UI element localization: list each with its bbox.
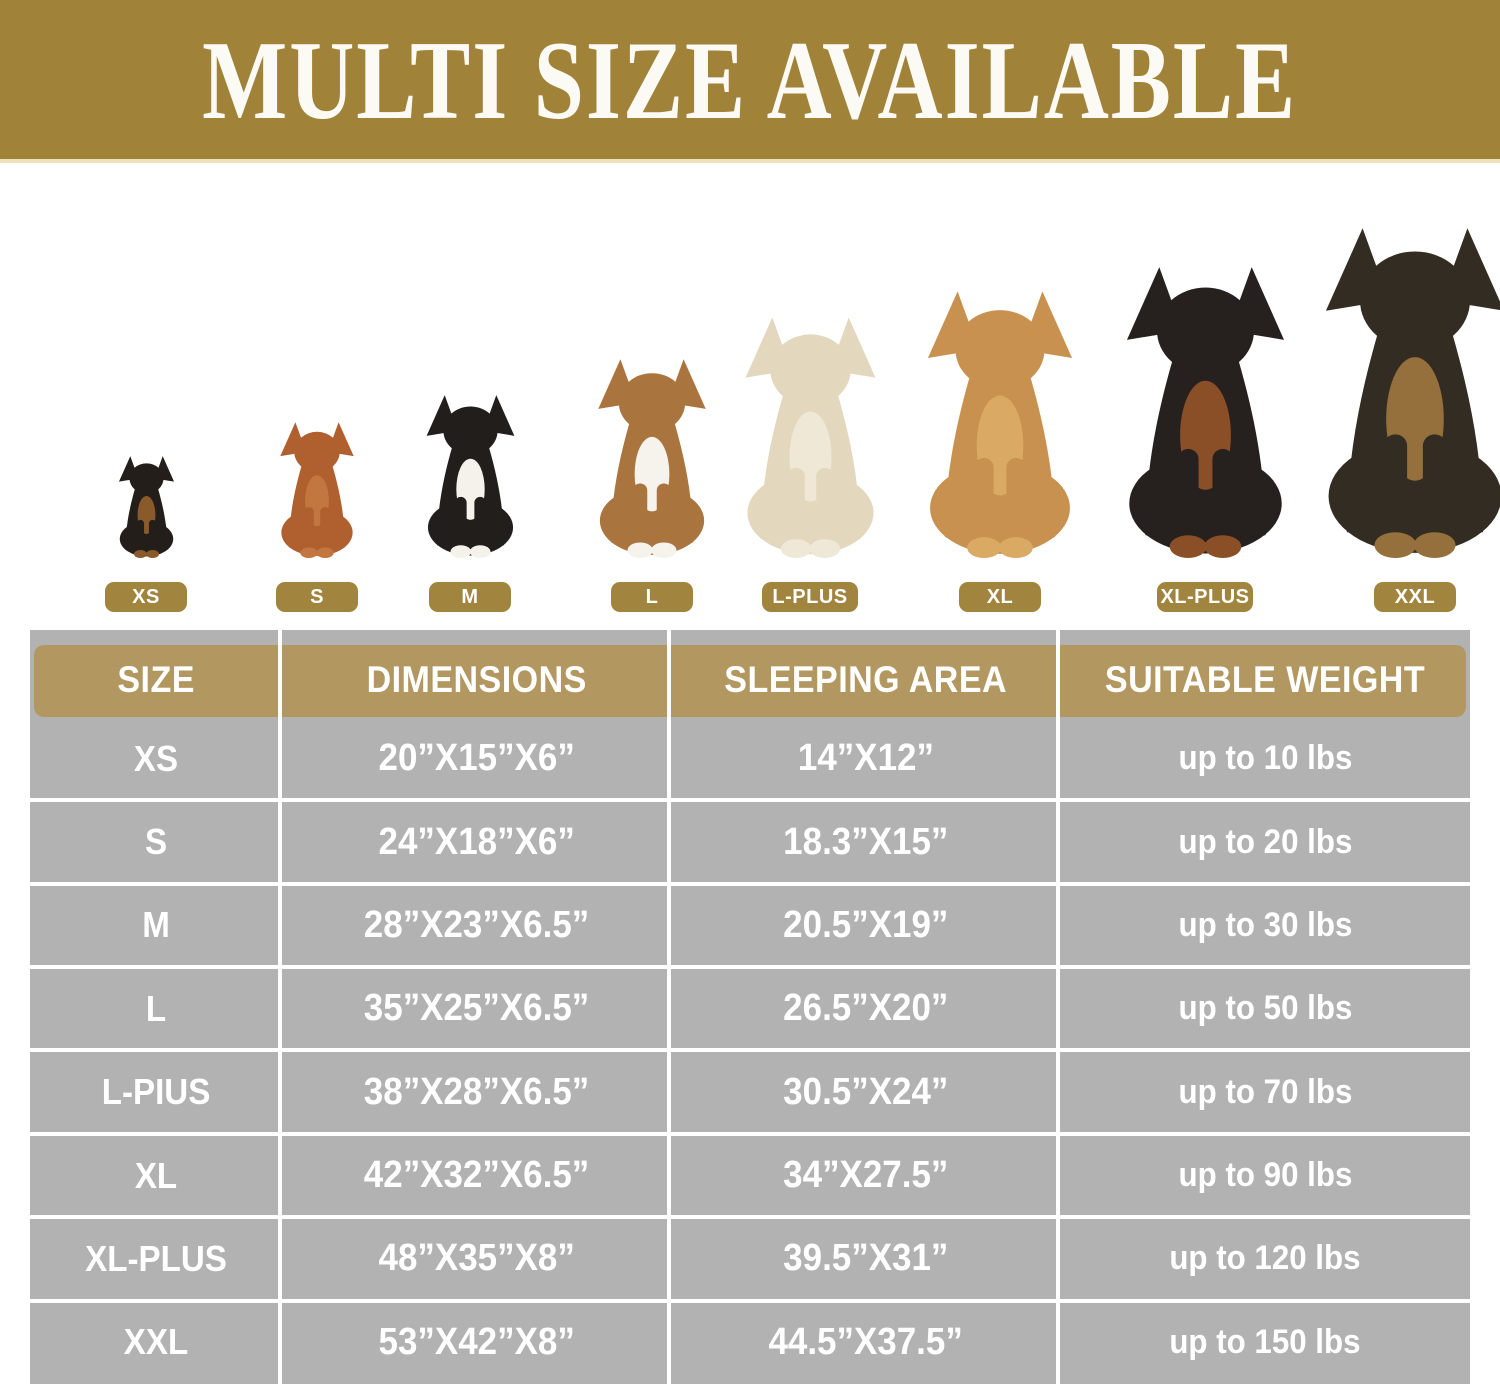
table-cell-suitable-weight: up to 20 lbs: [1178, 822, 1352, 861]
table-cell-dimensions: 48”X35”X8”: [378, 1237, 575, 1280]
table-cell-sleeping-area: 14”X12”: [797, 737, 934, 780]
row-divider: [30, 882, 1470, 886]
table-cell-sleeping-area: 39.5”X31”: [782, 1237, 949, 1280]
dog-silhouette-s-poodle: [263, 418, 371, 558]
size-badge-xlplus: XL-PLUS: [1157, 582, 1253, 612]
table-cell-suitable-weight: up to 70 lbs: [1178, 1072, 1352, 1111]
table-cell-suitable-weight: up to 10 lbs: [1178, 739, 1352, 778]
table-header-bar: [34, 645, 1466, 717]
dog-icon: [927, 291, 1073, 558]
dog-icon: [745, 317, 876, 558]
row-divider: [30, 1299, 1470, 1303]
dog-silhouette-m-french-bulldog: [406, 390, 535, 558]
row-divider: [30, 1215, 1470, 1219]
dog-silhouette-xxl-german-shepherd: [1284, 218, 1500, 558]
dog-icon: [1126, 267, 1285, 558]
row-divider: [30, 1132, 1470, 1136]
table-cell-sleeping-area: 34”X27.5”: [782, 1154, 949, 1197]
column-header-sleeping-area: SLEEPING AREA: [724, 659, 1007, 700]
row-divider: [30, 1048, 1470, 1052]
table-cell-sleeping-area: 20.5”X19”: [782, 903, 949, 946]
column-divider: [667, 630, 671, 1384]
dog-icon: [426, 395, 515, 558]
table-cell-size: M: [142, 904, 170, 946]
table-cell-size: XXL: [123, 1321, 189, 1363]
table-cell-sleeping-area: 30.5”X24”: [782, 1070, 949, 1113]
table-cell-dimensions: 53”X42”X8”: [378, 1320, 575, 1363]
dog-icon: [280, 422, 354, 558]
table-cell-size: XL-PLUS: [85, 1237, 227, 1279]
dog-icon: [598, 359, 706, 558]
size-badge-m: M: [429, 582, 511, 612]
table-cell-dimensions: 38”X28”X6.5”: [363, 1070, 590, 1113]
dog-silhouette-xlplus-doberman: [1090, 258, 1321, 558]
column-header-dimensions: DIMENSIONS: [366, 659, 587, 700]
header-banner: MULTI SIZE AVAILABLE: [0, 0, 1500, 163]
table-cell-suitable-weight: up to 30 lbs: [1178, 905, 1352, 944]
table-grid: SIZE DIMENSIONS SLEEPING AREA SUITABLE W…: [30, 630, 1470, 1384]
dog-silhouette-xl-golden-retriever: [894, 283, 1106, 558]
table-cell-size: XS: [133, 737, 179, 779]
row-divider: [30, 965, 1470, 969]
row-divider: [30, 798, 1470, 802]
table-cell-dimensions: 35”X25”X6.5”: [363, 987, 590, 1030]
column-divider: [1056, 630, 1060, 1384]
table-cell-dimensions: 28”X23”X6.5”: [363, 903, 590, 946]
table-cell-dimensions: 42”X32”X6.5”: [363, 1154, 590, 1197]
table-cell-suitable-weight: up to 150 lbs: [1169, 1322, 1361, 1361]
table-cell-suitable-weight: up to 50 lbs: [1178, 989, 1352, 1028]
table-cell-dimensions: 24”X18”X6”: [378, 820, 575, 863]
size-table: SIZE DIMENSIONS SLEEPING AREA SUITABLE W…: [30, 630, 1470, 1390]
column-header-size: SIZE: [117, 659, 195, 700]
table-cell-sleeping-area: 44.5”X37.5”: [768, 1320, 963, 1363]
page-title: MULTI SIZE AVAILABLE: [202, 17, 1298, 142]
size-badge-xl: XL: [959, 582, 1041, 612]
table-cell-sleeping-area: 18.3”X15”: [782, 820, 949, 863]
table-cell-size: L: [145, 987, 167, 1029]
table-cell-size: S: [144, 821, 168, 863]
table-cell-suitable-weight: up to 90 lbs: [1178, 1156, 1352, 1195]
table-cell-size: L-PIUS: [101, 1071, 211, 1113]
column-header-suitable-weight: SUITABLE WEIGHT: [1104, 659, 1426, 700]
dog-silhouette-lplus-cream-retriever: [715, 310, 906, 558]
size-badge-xs: XS: [105, 582, 187, 612]
dog-silhouette-xs-dachshund: [106, 453, 187, 558]
table-cell-sleeping-area: 26.5”X20”: [782, 987, 949, 1030]
table-cell-size: XL: [134, 1154, 178, 1196]
dog-size-comparison: XS S M L L-PLUS XL XL-PLUS XXL: [0, 163, 1500, 630]
column-divider: [278, 630, 282, 1384]
size-badge-xxl: XXL: [1374, 582, 1456, 612]
table-cell-suitable-weight: up to 120 lbs: [1169, 1239, 1361, 1278]
dog-silhouette-l-beagle: [573, 353, 731, 558]
dog-icon: [1325, 228, 1500, 558]
dog-icon: [118, 456, 175, 558]
size-badge-s: S: [276, 582, 358, 612]
table-cell-dimensions: 20”X15”X6”: [378, 737, 575, 780]
size-badge-l: L: [611, 582, 693, 612]
size-badge-lplus: L-PLUS: [762, 582, 858, 612]
